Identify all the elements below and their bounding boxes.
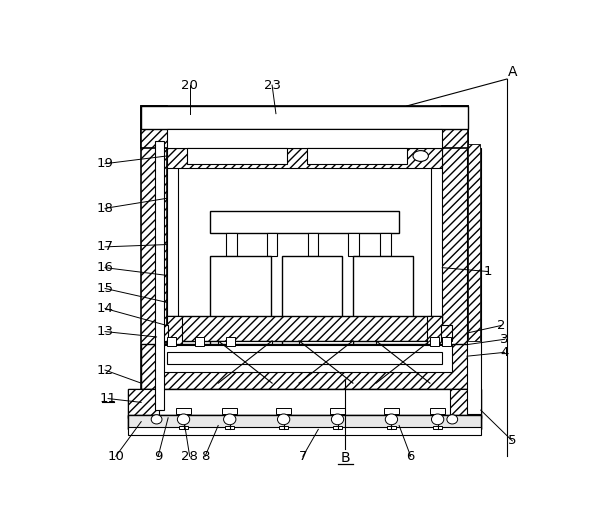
Bar [380,233,391,256]
Ellipse shape [223,414,236,425]
Bar [441,325,452,341]
Ellipse shape [277,414,290,425]
Bar [226,233,236,256]
Bar [431,145,443,410]
Bar [427,316,443,344]
Ellipse shape [178,414,189,425]
Bar [282,256,342,391]
Text: 7: 7 [299,450,307,463]
Text: 1: 1 [484,265,492,278]
Text: B: B [340,451,350,465]
Bar [467,148,481,414]
Bar [433,426,443,429]
Text: 5: 5 [508,435,517,447]
Bar [376,341,430,383]
Text: 17: 17 [96,241,113,253]
Bar [210,256,270,391]
Bar [450,388,481,418]
Text: 19: 19 [97,157,113,170]
Bar [279,426,288,429]
Bar [307,148,407,164]
Bar [430,337,439,346]
Bar [267,233,277,256]
Bar [157,325,168,341]
Ellipse shape [431,414,444,425]
Text: 4: 4 [500,346,509,359]
Bar [176,408,191,414]
Bar [128,388,481,418]
Bar [187,148,287,164]
Text: 15: 15 [96,282,113,295]
Bar [128,388,159,418]
Bar [195,337,204,346]
Bar [128,427,481,435]
Ellipse shape [151,414,162,424]
Text: 2: 2 [497,319,506,332]
Bar [166,352,443,364]
Bar [128,416,481,429]
Bar [141,344,467,388]
Bar [276,408,291,414]
Text: A: A [508,65,517,79]
Text: 18: 18 [97,202,113,215]
Bar [141,106,166,410]
Bar [299,341,353,383]
Bar [387,426,396,429]
Bar [348,233,359,256]
Bar [467,145,480,341]
Bar [353,256,413,391]
Bar [166,316,182,344]
Text: 14: 14 [97,302,113,315]
Bar [179,426,188,429]
Ellipse shape [447,414,457,424]
Bar [330,408,345,414]
Text: 16: 16 [97,261,113,274]
Bar [157,344,452,372]
Text: 23: 23 [264,78,280,92]
Bar [443,106,467,410]
Bar [166,148,443,167]
Bar [333,426,342,429]
Bar [166,129,443,148]
Ellipse shape [386,414,397,425]
Text: 13: 13 [96,325,113,338]
Text: 10: 10 [108,450,124,463]
Bar [384,408,399,414]
Text: 3: 3 [500,333,509,346]
Bar [218,341,272,383]
Text: 6: 6 [406,450,415,463]
Ellipse shape [331,414,344,425]
Bar [430,408,446,414]
Text: 8: 8 [201,450,209,463]
Bar [141,106,467,148]
Text: 12: 12 [96,364,113,376]
Bar [166,337,176,346]
Text: 11: 11 [100,392,116,405]
Text: 20: 20 [181,78,198,92]
Ellipse shape [413,151,428,162]
Bar [222,408,238,414]
Bar [166,145,178,410]
Bar [210,211,399,233]
Bar [155,140,165,410]
Bar [443,337,451,346]
Text: 9: 9 [154,450,162,463]
Bar [166,316,443,341]
Bar [141,106,467,129]
Text: 28: 28 [181,450,198,463]
Bar [226,337,235,346]
Bar [225,426,235,429]
Bar [308,233,318,256]
Bar [128,416,481,429]
